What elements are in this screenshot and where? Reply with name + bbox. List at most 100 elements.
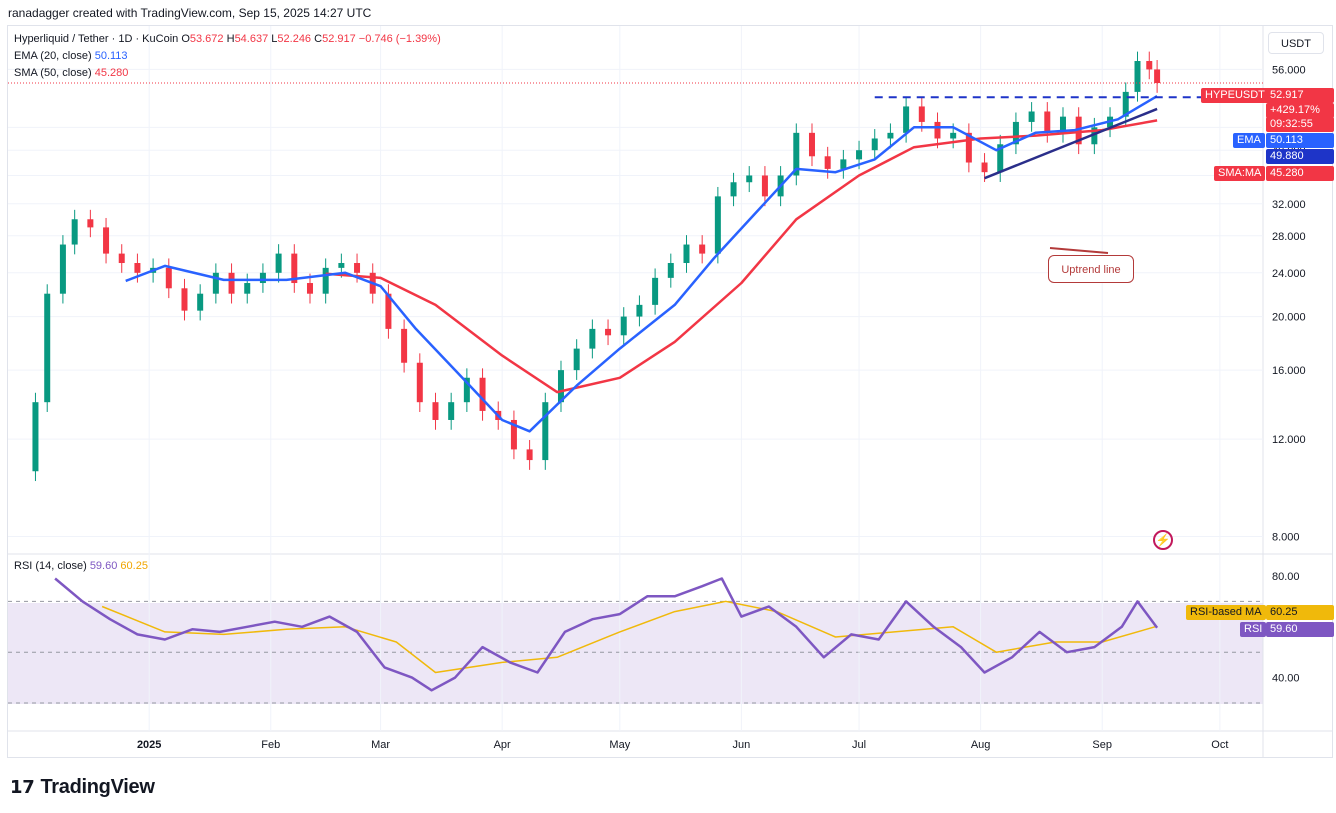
price-axis-label: 16.000 bbox=[1272, 365, 1306, 377]
lightning-icon[interactable]: ⚡ bbox=[1153, 530, 1173, 550]
candle-body bbox=[526, 449, 533, 461]
candle-body bbox=[32, 402, 39, 472]
candle-body bbox=[71, 219, 78, 245]
candle-body bbox=[228, 272, 235, 294]
ohlc-low: 52.246 bbox=[277, 33, 312, 45]
rsi-axis-label: 40.00 bbox=[1272, 673, 1300, 685]
candle-body bbox=[432, 402, 439, 420]
uptrend-annotation[interactable]: Uptrend line bbox=[1048, 255, 1134, 283]
ohlc-change: −0.746 (−1.39%) bbox=[358, 33, 441, 45]
rsi-tag-label: RSI bbox=[1240, 622, 1267, 637]
rsi-ma-price-tag: 60.25 bbox=[1266, 605, 1334, 620]
ohlc-open: 53.672 bbox=[189, 33, 224, 45]
candle-body bbox=[557, 370, 564, 403]
ema-tag-label: EMA bbox=[1233, 133, 1265, 148]
price-axis-label: 8.000 bbox=[1272, 532, 1300, 544]
candle-body bbox=[1154, 69, 1161, 84]
candle-body bbox=[118, 253, 125, 264]
candle-body bbox=[1044, 111, 1051, 133]
candle-body bbox=[808, 132, 815, 157]
ema-legend-value: 50.113 bbox=[94, 50, 128, 62]
time-axis-label: May bbox=[609, 739, 630, 751]
price-axis-label: 24.000 bbox=[1272, 268, 1306, 280]
candle-body bbox=[934, 121, 941, 139]
candle-body bbox=[1059, 116, 1066, 133]
tradingview-logo-icon: 𝟭𝟳 bbox=[10, 777, 35, 797]
ohlc-close-label: C bbox=[314, 33, 323, 45]
candle-body bbox=[620, 316, 627, 336]
candle-body bbox=[997, 144, 1004, 173]
chart-caption: ranadagger created with TradingView.com,… bbox=[8, 6, 372, 20]
symbol-name[interactable]: Hyperliquid / Tether · 1D · KuCoin bbox=[14, 33, 179, 45]
candle-body bbox=[824, 156, 831, 169]
candle-body bbox=[338, 263, 345, 268]
ema-line bbox=[125, 95, 1158, 433]
candle-body bbox=[401, 328, 408, 363]
time-axis-label: Oct bbox=[1211, 739, 1228, 751]
ohlc-low-label: L bbox=[271, 33, 278, 45]
candle-body bbox=[1134, 61, 1141, 92]
candle-body bbox=[793, 132, 800, 176]
ema-legend-label[interactable]: EMA (20, close) bbox=[14, 50, 92, 62]
candle-body bbox=[59, 244, 66, 294]
candle-body bbox=[103, 227, 110, 254]
level-price-tag: 49.880 bbox=[1266, 149, 1334, 164]
time-axis-label: Jul bbox=[852, 739, 866, 751]
candle-body bbox=[856, 150, 863, 160]
candle-body bbox=[652, 277, 659, 305]
rsi-axis-label: 80.00 bbox=[1272, 571, 1300, 583]
candle-body bbox=[291, 253, 298, 284]
candle-body bbox=[840, 159, 847, 169]
time-axis-label: Jun bbox=[733, 739, 751, 751]
candle-body bbox=[981, 162, 988, 173]
candle-body bbox=[903, 106, 910, 133]
candle-body bbox=[636, 304, 643, 317]
rsi-legend: RSI (14, close) 59.60 60.25 bbox=[14, 560, 148, 572]
time-axis-label: 2025 bbox=[137, 739, 161, 751]
countdown-tag: 09:32:55 bbox=[1266, 117, 1334, 132]
candle-body bbox=[1012, 121, 1019, 145]
rsi-line bbox=[54, 577, 1159, 692]
candle-body bbox=[1075, 116, 1082, 145]
symbol-legend: Hyperliquid / Tether · 1D · KuCoin O53.6… bbox=[14, 31, 441, 82]
sma-price-tag: 45.280 bbox=[1266, 166, 1334, 181]
price-axis-label: 12.000 bbox=[1272, 434, 1306, 446]
currency-button[interactable]: USDT bbox=[1268, 32, 1324, 54]
price-axis-label: 20.000 bbox=[1272, 312, 1306, 324]
symbol-price-tag: HYPEUSDT bbox=[1201, 88, 1269, 103]
candle-body bbox=[699, 244, 706, 254]
candle-body bbox=[354, 263, 361, 273]
rsi-legend-value: 59.60 bbox=[89, 560, 118, 572]
candle-body bbox=[542, 402, 549, 461]
time-axis-label: Aug bbox=[971, 739, 991, 751]
candle-body bbox=[965, 132, 972, 163]
candle-body bbox=[746, 175, 753, 183]
candle-body bbox=[730, 182, 737, 197]
ohlc-close: 52.917 bbox=[322, 33, 356, 45]
ohlc-high-label: H bbox=[226, 33, 235, 45]
candle-body bbox=[479, 377, 486, 411]
rsi-ma-legend-value: 60.25 bbox=[120, 560, 148, 572]
candle-body bbox=[416, 362, 423, 403]
candle-body bbox=[1028, 111, 1035, 122]
candle-body bbox=[448, 402, 455, 420]
candle-body bbox=[259, 272, 266, 284]
sma-legend-label[interactable]: SMA (50, close) bbox=[14, 67, 92, 79]
candle-body bbox=[244, 283, 251, 294]
time-axis-label: Sep bbox=[1092, 739, 1112, 751]
ohlc-open-label: O bbox=[181, 33, 190, 45]
candle-body bbox=[667, 263, 674, 278]
brand-name: TradingView bbox=[40, 776, 155, 798]
candle-body bbox=[197, 293, 204, 311]
percent-change-tag: +429.17% bbox=[1266, 103, 1334, 118]
rsi-ma-tag-label: RSI-based MA bbox=[1186, 605, 1266, 620]
candle-body bbox=[275, 253, 282, 273]
price-axis-label: 56.000 bbox=[1272, 64, 1306, 76]
rsi-legend-label[interactable]: RSI (14, close) bbox=[14, 560, 87, 572]
candle-body bbox=[385, 293, 392, 329]
candle-body bbox=[134, 263, 141, 273]
candle-body bbox=[605, 328, 612, 336]
candle-body bbox=[589, 328, 596, 349]
uptrend-line bbox=[984, 107, 1158, 180]
